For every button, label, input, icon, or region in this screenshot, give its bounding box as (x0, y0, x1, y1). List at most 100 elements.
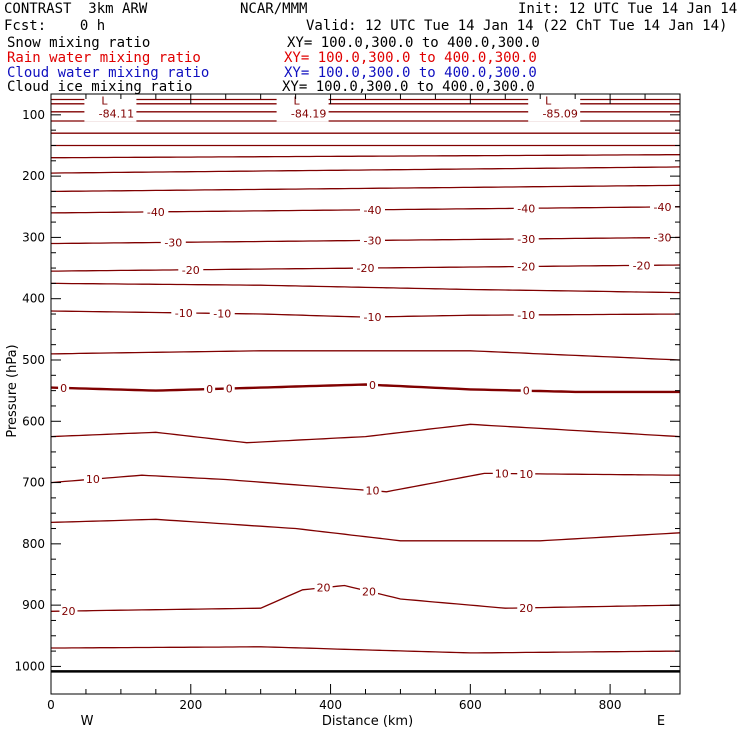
model-title: CONTRAST 3km ARW (4, 1, 148, 17)
isotherm-line (51, 646, 681, 654)
contour-label-bg (517, 600, 536, 614)
contour-label-bg (520, 383, 532, 397)
contour-label: -10 (517, 309, 535, 322)
contour-label: 0 (206, 383, 213, 396)
isotherm-line (50, 518, 681, 542)
contour-label: -20 (517, 260, 535, 273)
organization-label: NCAR/MMM (240, 1, 308, 17)
plot-frame (50, 93, 681, 695)
contour-label-bg (359, 202, 385, 216)
x-tick-label: 0 (47, 698, 55, 712)
field-name-rain: Rain water mixing ratio (7, 50, 201, 66)
y-tick-label: 1000 (14, 659, 45, 673)
west-endpoint-label: W (81, 714, 94, 729)
contour-label: 10 (519, 468, 533, 481)
y-tick-label: 500 (22, 353, 45, 367)
contour-label: -30 (517, 233, 535, 246)
contour-label-bg (513, 307, 539, 321)
init-time: Init: 12 UTC Tue 14 Jan 14 (518, 1, 738, 17)
y-tick-label: 900 (22, 598, 45, 612)
contour-label-bg (160, 235, 186, 249)
contour-label-bg (143, 204, 169, 218)
contour-label-bg (204, 382, 216, 396)
x-axis-label: Distance (km) (322, 714, 413, 729)
isotherm-line (50, 166, 681, 174)
contour-label-bg (517, 466, 536, 480)
contour-label-bg (650, 230, 676, 244)
contour-label-bg (513, 259, 539, 273)
contour-label-bg (314, 580, 333, 594)
contour-label: -10 (364, 311, 382, 324)
contour-label: 10 (365, 485, 379, 498)
x-tick-label: 600 (459, 698, 482, 712)
y-tick-label: 300 (22, 230, 45, 244)
contour-label-bg (59, 604, 78, 618)
contour-label-bg (359, 584, 378, 598)
contour-label: -30 (364, 234, 382, 247)
minimum-label-bg (84, 93, 137, 122)
contour-label-bg (359, 309, 385, 323)
minimum-label-bg (276, 93, 329, 122)
contour-label-bg (223, 381, 235, 395)
contour-label: -30 (654, 232, 672, 245)
minimum-value: -84.19 (291, 108, 326, 121)
isotherm-line (51, 282, 681, 294)
y-tick-label: 600 (22, 414, 45, 428)
contour-label: -20 (357, 262, 375, 275)
valid-time: Valid: 12 UTC Tue 14 Jan 14 (22 ChT Tue … (306, 18, 728, 34)
field-xy-rain: XY= 100.0,300.0 to 400.0,300.0 (284, 50, 537, 66)
minimum-marker: L (294, 95, 301, 108)
contour-label-bg (359, 233, 385, 247)
contour-label: -10 (213, 307, 231, 320)
contour-label: -40 (147, 206, 165, 219)
isotherm-line (50, 383, 680, 394)
forecast-hour: Fcst: 0 h (4, 18, 106, 34)
contour-label: 0 (523, 385, 530, 398)
isotherm-line (50, 423, 681, 444)
y-tick-label: 700 (22, 476, 45, 490)
contour-label-bg (513, 201, 539, 215)
field-xy-snow: XY= 100.0,300.0 to 400.0,300.0 (287, 35, 540, 51)
contour-label-bg (650, 199, 676, 213)
y-tick-label: 800 (22, 537, 45, 551)
contour-label: -20 (633, 259, 651, 272)
contour-label: 20 (362, 585, 376, 598)
minimum-marker: L (545, 95, 552, 108)
contour-label: -40 (654, 201, 672, 214)
field-name-cloud-ice: Cloud ice mixing ratio (7, 79, 193, 95)
contour-label-bg (363, 483, 382, 497)
contour-label: 10 (495, 468, 509, 481)
contour-label-bg (58, 380, 70, 394)
field-name-snow: Snow mixing ratio (7, 35, 151, 51)
field-xy-cloud-ice: XY= 100.0,300.0 to 400.0,300.0 (282, 79, 535, 95)
y-tick-label: 100 (22, 108, 45, 122)
minimum-label-bg (528, 93, 581, 122)
contour-label: -40 (364, 204, 382, 217)
isotherm-line (50, 350, 681, 361)
contour-label: -30 (164, 236, 182, 249)
minimum-marker: L (101, 95, 108, 108)
field-xy-cloud-water: XY= 100.0,300.0 to 400.0,300.0 (284, 65, 537, 81)
contour-label-bg (83, 472, 102, 486)
contour-label: 0 (226, 382, 233, 395)
contour-label: 20 (317, 582, 331, 595)
contour-label-bg (209, 306, 235, 320)
contour-label: 0 (60, 382, 67, 395)
contour-label: -10 (175, 307, 193, 320)
isotherm-line (51, 184, 681, 193)
x-tick-label: 200 (179, 698, 202, 712)
isotherm-line (51, 154, 680, 159)
y-axis-label: Pressure (hPa) (5, 344, 20, 437)
contour-label: 10 (86, 473, 100, 486)
minimum-value: -85.09 (542, 108, 577, 121)
contour-label: 0 (369, 379, 376, 392)
contour-label-bg (629, 258, 655, 272)
minimum-value: -84.11 (99, 108, 134, 121)
contour-label: -40 (517, 202, 535, 215)
contour-label: 20 (61, 605, 75, 618)
x-tick-label: 400 (319, 698, 342, 712)
y-tick-label: 400 (22, 292, 45, 306)
contour-label-bg (178, 262, 204, 276)
x-tick-label: 800 (599, 698, 622, 712)
